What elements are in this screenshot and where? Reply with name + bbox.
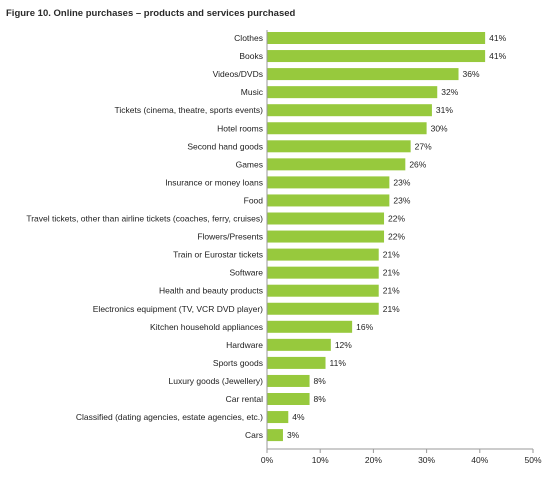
category-label: Food	[244, 195, 264, 205]
category-label: Music	[241, 87, 264, 97]
bar	[267, 284, 379, 297]
value-label: 23%	[393, 177, 410, 187]
bar	[267, 393, 310, 405]
category-label: Sports goods	[213, 358, 263, 368]
category-label: Classified (dating agencies, estate agen…	[76, 412, 263, 422]
category-label: Clothes	[234, 33, 263, 43]
value-label: 11%	[330, 358, 347, 368]
value-label: 4%	[292, 412, 305, 422]
category-label: Hardware	[226, 340, 263, 350]
x-tick-label: 10%	[312, 455, 329, 465]
bar	[267, 356, 326, 369]
bar	[267, 176, 390, 189]
category-label: Insurance or money loans	[165, 177, 263, 187]
bar	[267, 158, 406, 171]
bar	[267, 212, 385, 225]
x-tick-label: 0%	[261, 455, 274, 465]
x-tick-label: 40%	[471, 455, 488, 465]
x-tick-label: 30%	[418, 455, 435, 465]
category-label: Games	[236, 159, 263, 169]
category-label: Flowers/Presents	[197, 232, 263, 242]
value-label: 26%	[409, 159, 426, 169]
bar	[267, 86, 438, 99]
bar	[267, 429, 283, 442]
bar	[267, 68, 459, 81]
value-label: 12%	[335, 340, 352, 350]
bar	[267, 302, 379, 315]
bar	[267, 122, 427, 135]
category-label: Health and beauty products	[159, 286, 263, 296]
value-label: 22%	[388, 214, 405, 224]
bar	[267, 230, 385, 243]
category-label: Tickets (cinema, theatre, sports events)	[115, 105, 264, 115]
value-label: 22%	[388, 232, 405, 242]
value-label: 21%	[383, 250, 400, 260]
bar	[267, 411, 289, 424]
chart-title: Figure 10. Online purchases – products a…	[6, 8, 296, 19]
category-label: Second hand goods	[187, 141, 263, 151]
value-labels-group: 41% 41% 36% 32% 31% 30% 27% 26% 23% 23% 22% 22% 21% 2…	[287, 33, 507, 440]
bar	[267, 104, 432, 117]
value-label: 36%	[463, 69, 480, 79]
x-tick-label: 50%	[524, 455, 541, 465]
value-label: 16%	[356, 322, 373, 332]
category-label: Electronics equipment (TV, VCR DVD playe…	[93, 304, 263, 314]
category-label: Software	[229, 268, 263, 278]
category-label: Kitchen household appliances	[150, 322, 263, 332]
value-label: 3%	[287, 430, 300, 440]
value-label: 8%	[314, 394, 327, 404]
category-label: Hotel rooms	[217, 123, 263, 133]
value-label: 8%	[314, 376, 327, 386]
category-label: Cars	[245, 430, 263, 440]
bar	[267, 32, 486, 44]
bar	[267, 374, 310, 387]
category-label: Travel tickets, other than airline ticke…	[26, 214, 263, 224]
value-label: 30%	[431, 123, 448, 133]
category-label: Books	[239, 51, 263, 61]
category-labels-group: Clothes Books Videos/DVDs Music Tickets (cin…	[26, 33, 263, 440]
value-label: 21%	[383, 304, 400, 314]
category-label: Train or Eurostar tickets	[173, 250, 263, 260]
x-tick-label: 20%	[365, 455, 382, 465]
bar	[267, 248, 379, 261]
value-label: 21%	[383, 286, 400, 296]
bar	[267, 50, 486, 63]
value-label: 31%	[436, 105, 453, 115]
value-label: 32%	[441, 87, 458, 97]
value-label: 23%	[393, 195, 410, 205]
category-label: Car rental	[226, 394, 263, 404]
category-label: Luxury goods (Jewellery)	[169, 376, 264, 386]
value-label: 41%	[489, 51, 506, 61]
bar	[267, 140, 411, 153]
value-label: 41%	[489, 33, 506, 43]
value-label: 27%	[415, 141, 432, 151]
x-axis: 0% 10% 20% 30% 40% 50%	[261, 30, 542, 465]
bar	[267, 338, 331, 351]
bars-group	[267, 32, 486, 442]
category-label: Videos/DVDs	[213, 69, 263, 79]
value-label: 21%	[383, 268, 400, 278]
bar	[267, 266, 379, 279]
bar	[267, 320, 353, 333]
bar	[267, 194, 390, 207]
